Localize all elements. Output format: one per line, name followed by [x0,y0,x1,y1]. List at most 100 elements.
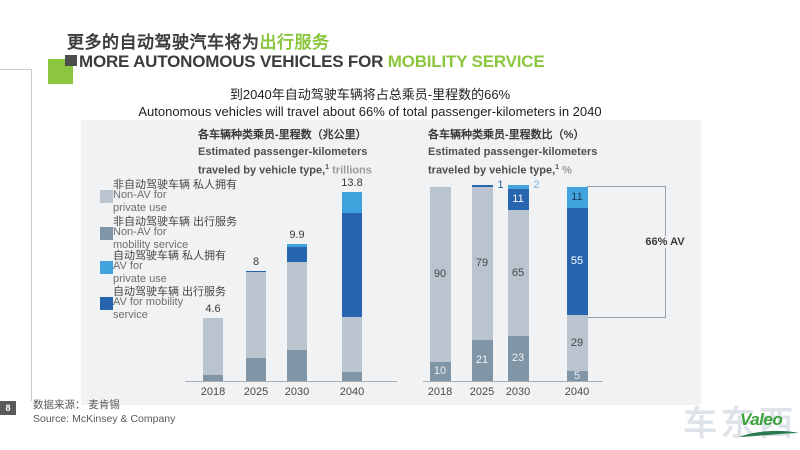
right-chart-header: 各车辆种类乘员-里程数比（%） Estimated passenger-kilo… [428,126,658,179]
bracket-66-av [587,186,666,318]
x-axis-tick-label: 2040 [564,386,590,398]
legend-swatch-lightBlue [100,261,113,274]
x-axis-tick-label: 2040 [339,386,365,398]
bar-segment [342,191,362,213]
right-chart-title-en2: traveled by vehicle type,1 % [428,160,658,179]
valeo-swoosh-icon [739,430,799,437]
bar-segment [287,243,307,247]
segment-value-label: 90 [433,267,447,280]
x-axis-line [185,381,397,382]
bar-segment [342,212,362,317]
bar-segment [287,349,307,381]
bar-segment [566,315,588,372]
left-chart-title-en1: Estimated passenger-kilometers [198,146,368,158]
x-axis-tick-label: 2018 [200,386,226,398]
footnote-marker: 1 [555,164,560,171]
legend-label-zh: 自动驾驶车辆 出行服务 [113,286,227,298]
right-chart-unit: % [562,164,572,177]
segment-value-label: 21 [475,354,489,367]
title-en-prefix: MORE AUTONOMOUS VEHICLES FOR [79,52,388,71]
legend-swatch-darkBlue [100,297,113,310]
right-chart-title-zh: 各车辆种类乘员-里程数比（%） [428,129,585,141]
bar-segment [507,188,529,211]
right-chart-title-en1: Estimated passenger-kilometers [428,146,598,158]
bar-segment [471,187,493,341]
logo-dark-square-icon [65,55,77,66]
segment-value-label: 79 [475,257,489,270]
bar-total-label: 4.6 [205,302,221,315]
valeo-logo-text: Valeo [740,410,783,429]
title-zh-highlight: 出行服务 [259,33,330,52]
bar-segment [471,340,493,381]
left-chart-title-en2: traveled by vehicle type,1 trillions [198,160,428,179]
legend-label-en: private use [113,273,167,285]
segment-value-label: 55 [570,255,584,268]
left-chart-header: 各车辆种类乘员-里程数（兆公里） Estimated passenger-kil… [198,126,428,179]
segment-value-label: 10 [433,364,447,377]
bar-segment [566,187,588,209]
bar-segment [471,185,493,187]
source-en: Source: McKinsey & Company [33,412,176,425]
legend-swatch-mediumGray [100,227,113,240]
x-axis-tick-label: 2018 [427,386,453,398]
subtitle-en: Autonomous vehicles will travel about 66… [138,104,602,119]
x-axis-tick-label: 2025 [469,386,495,398]
legend-label-zh: 非自动驾驶车辆 出行服务 [113,216,238,228]
bar-segment [566,208,588,316]
bar-segment [246,271,266,273]
bar-segment [287,246,307,262]
subtitle-zh: 到2040年自动驾驶车辆将占总乘员-里程数的66% [229,87,511,102]
header-rule-horizontal [0,69,32,70]
bar-segment [246,272,266,358]
legend-label-en: service [113,309,148,321]
header-rule-vertical [31,69,32,401]
subtitle: 到2040年自动驾驶车辆将占总乘员-里程数的66% Autonomous veh… [60,84,680,119]
bar-segment [342,316,362,372]
legend-label-en: AV for [113,260,143,272]
page-title-en: MORE AUTONOMOUS VEHICLES FOR MOBILITY SE… [79,52,545,72]
valeo-logo: Valeo [739,410,800,437]
chart-panel: 各车辆种类乘员-里程数（兆公里） Estimated passenger-kil… [81,120,701,405]
x-axis-tick-label: 2030 [284,386,310,398]
bracket-label: 66% AV [642,236,688,248]
bar-segment [566,371,588,381]
title-zh-prefix: 更多的自动驾驶汽车将为 [67,33,260,52]
segment-value-label-outside: 1 [497,179,504,192]
source-note: 数据来源： 麦肯锡 Source: McKinsey & Company [33,399,175,426]
legend-label-en: mobility service [113,239,189,251]
legend-label-en: AV for mobility [113,296,184,308]
segment-value-label: 29 [570,336,584,349]
bar-total-label: 13.8 [341,176,363,189]
watermark-chedongxi: 车东西 [683,405,797,443]
segment-value-label: 11 [571,191,583,204]
bar-segment [429,361,451,381]
bar-segment [342,371,362,381]
bar-segment [203,374,223,381]
left-chart-title-en2-text: traveled by vehicle type, [198,164,326,177]
legend-swatch-lightGray [100,190,113,203]
bar-segment [507,185,529,189]
x-axis-line [423,381,603,382]
x-axis-tick-label: 2025 [243,386,269,398]
bar-segment [246,357,266,381]
segment-value-label-outside: 2 [533,179,540,192]
footnote-marker: 1 [325,164,330,171]
segment-value-label: 5 [573,369,581,382]
title-en-highlight: MOBILITY SERVICE [387,52,545,71]
segment-value-label: 23 [511,352,525,365]
x-axis-tick-label: 2030 [505,386,531,398]
source-zh: 数据来源： 麦肯锡 [33,399,120,411]
bar-segment [203,317,223,375]
left-chart-title-zh: 各车辆种类乘员-里程数（兆公里） [198,129,367,141]
bar-segment [429,187,451,362]
bar-segment [287,261,307,350]
legend-label-en: Non-AV for [113,226,167,238]
right-chart-title-en2-text: traveled by vehicle type, [428,164,556,177]
segment-value-label: 11 [512,193,524,206]
page-number-badge: 8 [0,401,16,415]
segment-value-label: 65 [511,266,525,279]
legend-label-en: Non-AV for [113,189,167,201]
bar-total-label: 8 [252,256,260,269]
page-number: 8 [5,403,11,413]
